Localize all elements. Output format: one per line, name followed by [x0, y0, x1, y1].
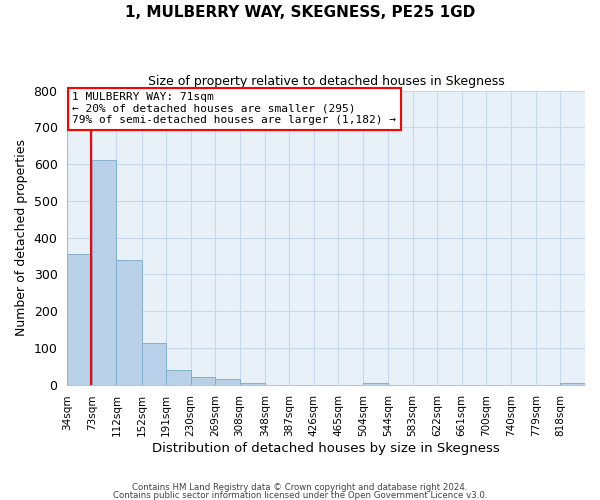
Bar — [363, 383, 388, 384]
Bar — [142, 343, 166, 384]
Bar — [92, 160, 116, 384]
Bar — [116, 260, 142, 384]
Bar — [560, 383, 585, 384]
Text: Contains HM Land Registry data © Crown copyright and database right 2024.: Contains HM Land Registry data © Crown c… — [132, 484, 468, 492]
Text: 1 MULBERRY WAY: 71sqm
← 20% of detached houses are smaller (295)
79% of semi-det: 1 MULBERRY WAY: 71sqm ← 20% of detached … — [73, 92, 397, 125]
Bar — [67, 254, 92, 384]
Bar — [239, 383, 265, 384]
Bar — [215, 379, 239, 384]
Bar — [166, 370, 191, 384]
Text: Contains public sector information licensed under the Open Government Licence v3: Contains public sector information licen… — [113, 490, 487, 500]
Bar — [191, 376, 215, 384]
X-axis label: Distribution of detached houses by size in Skegness: Distribution of detached houses by size … — [152, 442, 500, 455]
Text: 1, MULBERRY WAY, SKEGNESS, PE25 1GD: 1, MULBERRY WAY, SKEGNESS, PE25 1GD — [125, 5, 475, 20]
Title: Size of property relative to detached houses in Skegness: Size of property relative to detached ho… — [148, 75, 505, 88]
Y-axis label: Number of detached properties: Number of detached properties — [15, 139, 28, 336]
